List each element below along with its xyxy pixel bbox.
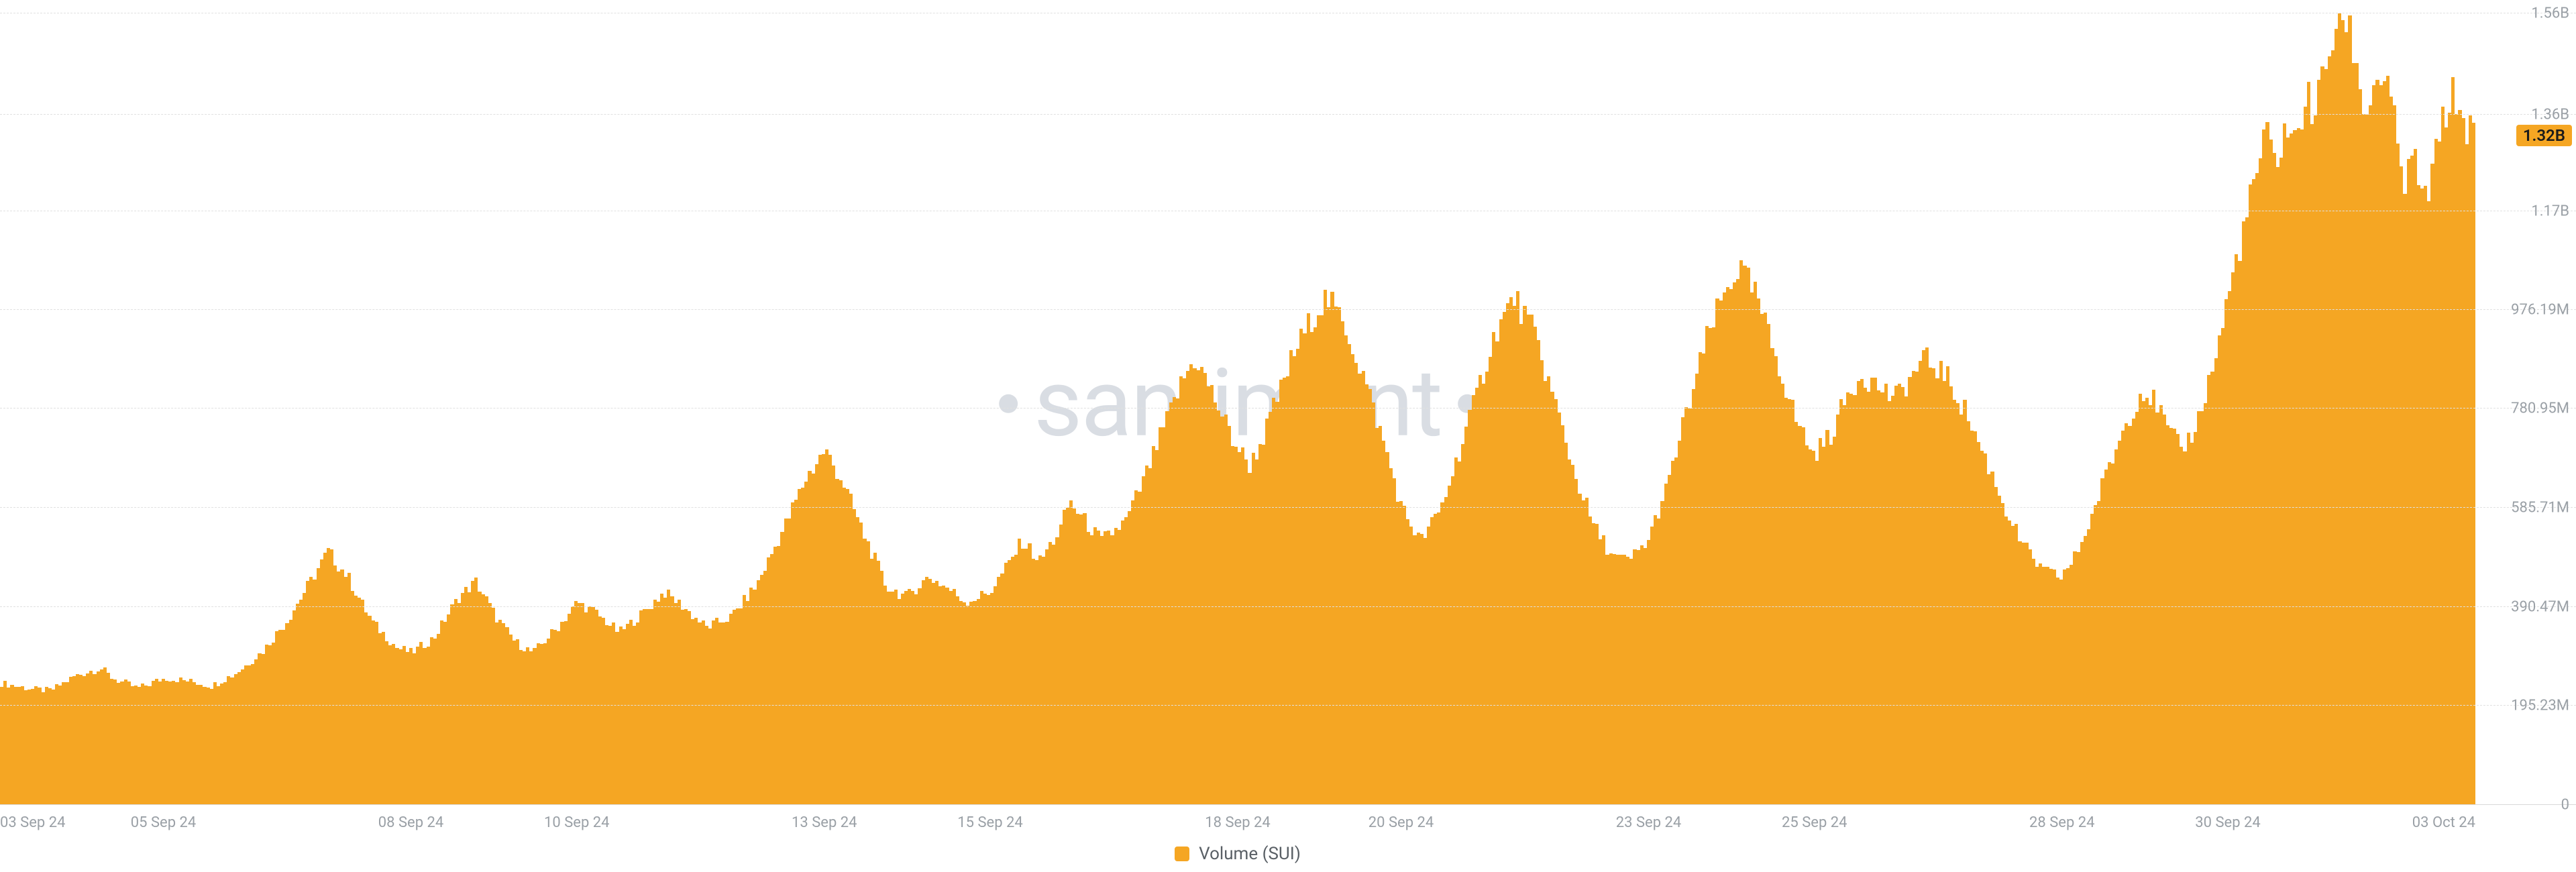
gridline xyxy=(0,606,2576,607)
y-axis-label: 780.95M xyxy=(2511,400,2569,417)
x-axis-label: 18 Sep 24 xyxy=(1205,814,1270,831)
x-axis: 03 Sep 24 05 Sep 24 08 Sep 24 10 Sep 24 13 S… xyxy=(0,810,2475,832)
y-axis: 1.56B1.36B1.17B976.19M780.95M585.71M390.… xyxy=(2475,13,2576,805)
x-axis-label: 08 Sep 24 xyxy=(378,814,443,831)
plot-area[interactable]: santiment xyxy=(0,13,2475,805)
y-axis-label: 976.19M xyxy=(2511,301,2569,318)
y-axis-label: 1.17B xyxy=(2531,203,2569,220)
bars-container xyxy=(0,13,2475,805)
x-axis-label: 25 Sep 24 xyxy=(1782,814,1847,831)
gridline xyxy=(0,705,2576,706)
current-value-badge: 1.32B xyxy=(2516,125,2572,146)
gridline xyxy=(0,507,2576,508)
x-axis-label: 30 Sep 24 xyxy=(2195,814,2260,831)
x-axis-label: 23 Sep 24 xyxy=(1616,814,1681,831)
volume-chart: santiment 1.56B 1.36B 1.17B 976.19M 780.95M 5… xyxy=(0,0,2576,872)
legend-label: Volume (SUI) xyxy=(1199,844,1301,864)
x-axis-label: 10 Sep 24 xyxy=(544,814,609,831)
baseline xyxy=(0,804,2576,805)
y-axis-label: 1.56B xyxy=(2531,5,2569,22)
x-axis-label: 03 Sep 24 xyxy=(0,814,65,831)
gridline xyxy=(0,114,2576,115)
y-axis-label: 195.23M xyxy=(2511,698,2569,714)
x-axis-label: 13 Sep 24 xyxy=(792,814,857,831)
legend: Volume (SUI) xyxy=(0,844,2475,864)
y-axis-label: 585.71M xyxy=(2511,499,2569,516)
x-axis-label: 03 Oct 24 xyxy=(2412,814,2475,831)
y-axis-label: 1.36B xyxy=(2531,107,2569,123)
y-axis-label: 0 xyxy=(2561,797,2569,814)
y-axis-label: 390.47M xyxy=(2511,598,2569,615)
x-axis-label: 20 Sep 24 xyxy=(1368,814,1434,831)
gridline xyxy=(0,309,2576,310)
x-axis-label: 05 Sep 24 xyxy=(131,814,196,831)
x-axis-label: 15 Sep 24 xyxy=(957,814,1022,831)
x-axis-label: 28 Sep 24 xyxy=(2029,814,2094,831)
legend-swatch xyxy=(1175,847,1189,861)
